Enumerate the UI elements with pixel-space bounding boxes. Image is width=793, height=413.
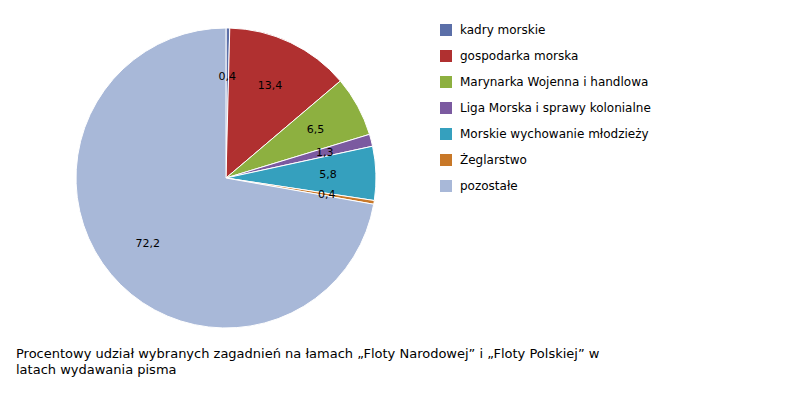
caption: Procentowy udział wybranych zagadnień na…: [16, 346, 600, 377]
legend-label: Morskie wychowanie młodzieży: [460, 127, 649, 141]
legend-swatch: [440, 154, 452, 166]
legend-label: Żeglarstwo: [460, 152, 527, 167]
legend-swatch: [440, 50, 452, 62]
pie: [76, 28, 376, 328]
legend-label: Liga Morska i sprawy kolonialne: [460, 101, 651, 115]
data-label: 13,4: [258, 79, 283, 92]
data-labels: 0,4 13,4 6,5 1,3 5,8 0,4 72,2: [136, 70, 337, 251]
legend-swatch: [440, 76, 452, 88]
legend-item: Morskie wychowanie młodzieży: [440, 127, 649, 141]
data-label: 72,2: [136, 237, 161, 250]
legend: kadry morskie gospodarka morska Marynarka …: [440, 23, 651, 193]
legend-item: kadry morskie: [440, 23, 545, 37]
chart: 0,4 13,4 6,5 1,3 5,8 0,4 72,2 kadry morskie gosp…: [0, 0, 793, 413]
legend-item: pozostałe: [440, 179, 518, 193]
legend-item: Liga Morska i sprawy kolonialne: [440, 101, 651, 115]
legend-swatch: [440, 24, 452, 36]
pie-slice: [76, 28, 374, 328]
legend-label: pozostałe: [460, 179, 518, 193]
caption-line: latach wydawania pisma: [16, 362, 177, 377]
data-label: 1,3: [316, 146, 334, 159]
legend-item: Żeglarstwo: [440, 152, 527, 167]
data-label: 0,4: [219, 70, 237, 83]
legend-item: gospodarka morska: [440, 49, 578, 63]
caption-line: Procentowy udział wybranych zagadnień na…: [16, 346, 600, 361]
legend-item: Marynarka Wojenna i handlowa: [440, 75, 648, 89]
legend-swatch: [440, 102, 452, 114]
legend-swatch: [440, 180, 452, 192]
data-label: 0,4: [318, 188, 336, 201]
data-label: 5,8: [319, 168, 337, 181]
legend-label: gospodarka morska: [460, 49, 578, 63]
legend-label: Marynarka Wojenna i handlowa: [460, 75, 648, 89]
data-label: 6,5: [307, 123, 325, 136]
legend-swatch: [440, 128, 452, 140]
legend-label: kadry morskie: [460, 23, 545, 37]
